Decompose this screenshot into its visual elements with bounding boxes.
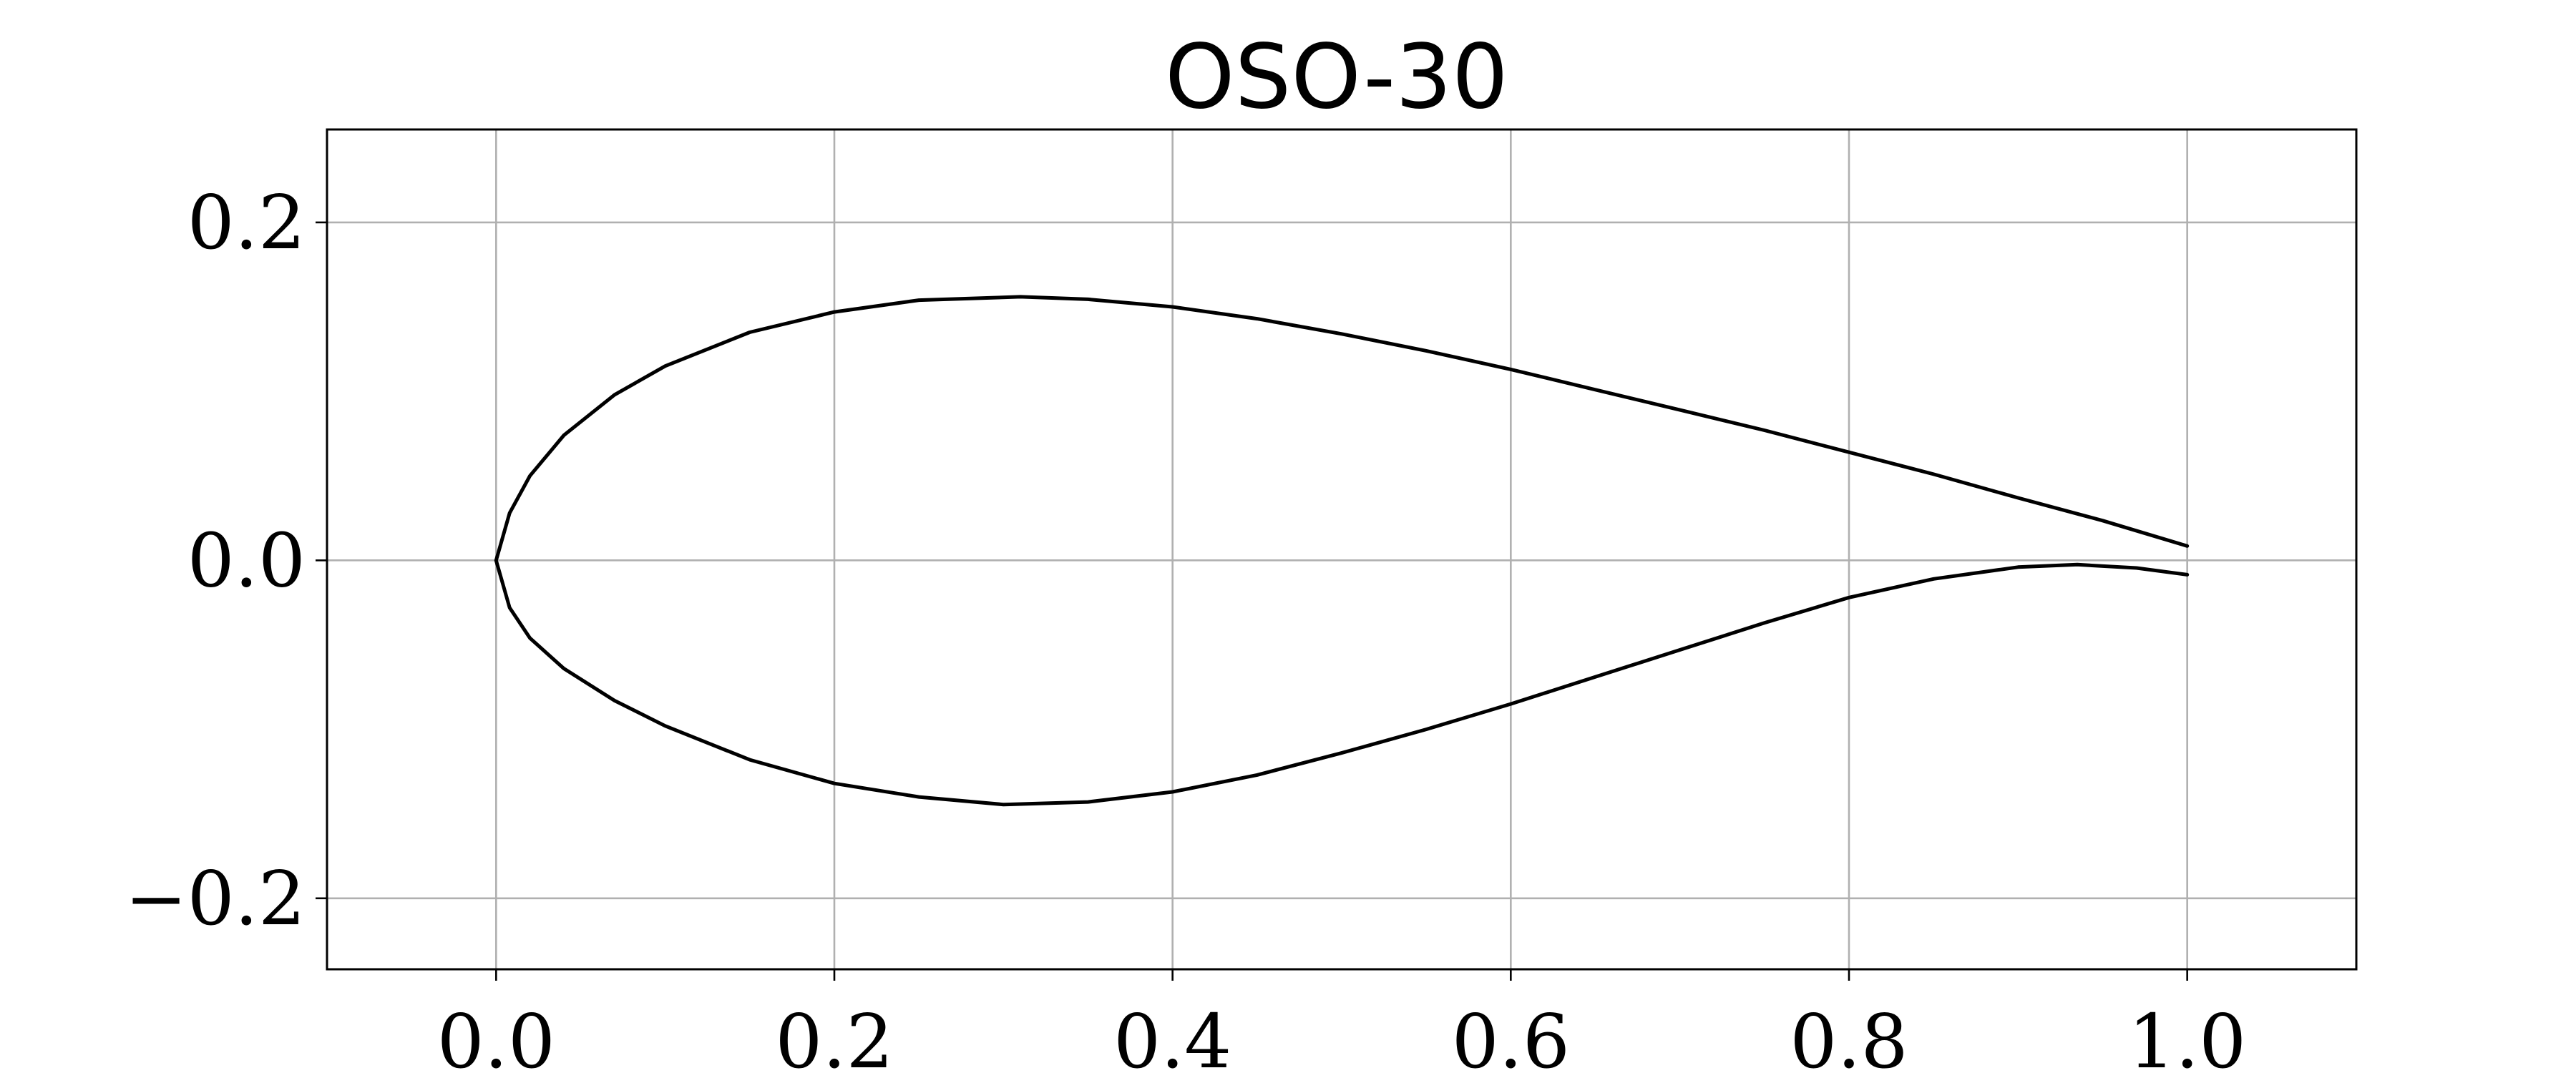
x-tick-label: 0.4 <box>1113 998 1231 1073</box>
y-tick-label: 0.0 <box>187 516 306 604</box>
y-tick-label: 0.2 <box>187 179 306 266</box>
x-tick-label: 0.6 <box>1452 998 1570 1073</box>
x-tick-label: 0.0 <box>437 998 555 1073</box>
axis-ticks: 0.0 0.2 0.4 0.6 0.8 1.0 −0.2 0.0 0.2 <box>125 179 2246 1073</box>
airfoil-line <box>494 295 2190 807</box>
x-tick-label: 1.0 <box>2128 998 2246 1073</box>
chart-title: OSO-30 <box>1165 26 1508 129</box>
y-tick-label: −0.2 <box>125 855 306 942</box>
grid-lines <box>327 129 2356 969</box>
x-tick-label: 0.2 <box>775 998 893 1073</box>
x-tick-label: 0.8 <box>1790 998 1908 1073</box>
plot-frame <box>326 128 2358 971</box>
airfoil-profile <box>494 295 2190 807</box>
